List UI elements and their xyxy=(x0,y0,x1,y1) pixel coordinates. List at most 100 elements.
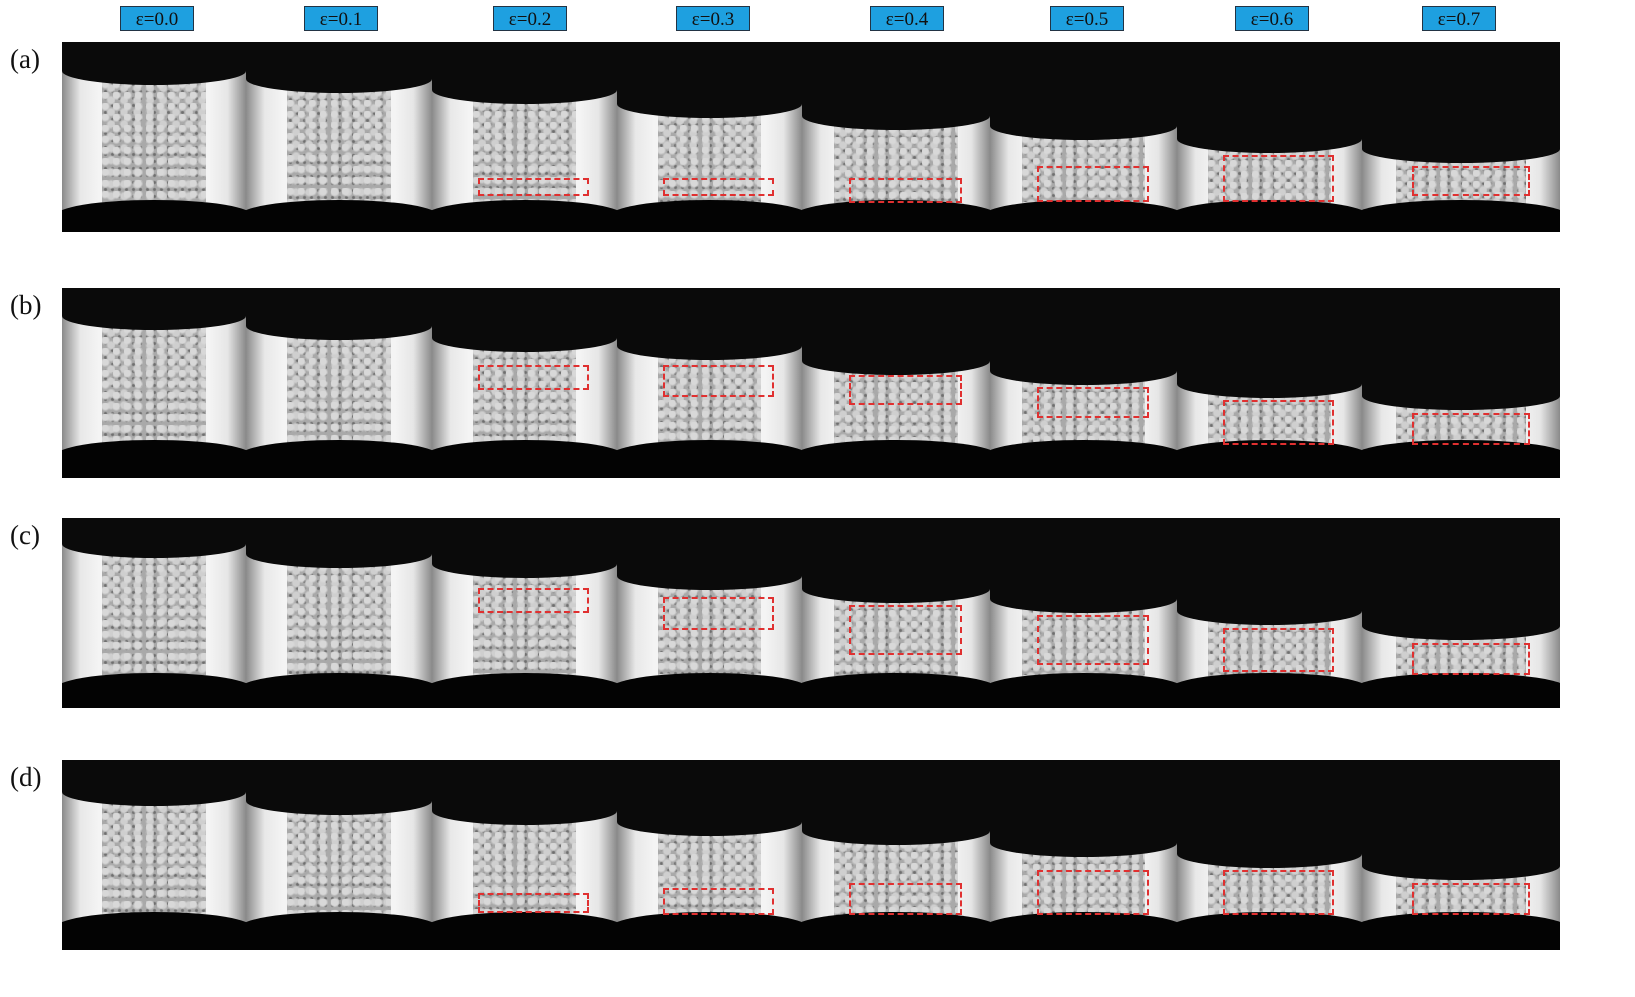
deformation-band-box xyxy=(849,883,962,915)
deformation-band-box xyxy=(1411,643,1531,675)
deformation-band-box xyxy=(1223,870,1335,915)
foam-sample xyxy=(472,574,577,679)
xray-image xyxy=(62,518,246,708)
xray-image xyxy=(246,42,432,232)
xray-image xyxy=(617,760,802,950)
upper-platen xyxy=(990,288,1177,385)
foam-sample xyxy=(1208,621,1331,679)
xray-image xyxy=(990,288,1177,478)
strain-header: ε=0.1 xyxy=(304,6,378,31)
deformation-band-box xyxy=(1411,166,1531,196)
lower-platen xyxy=(802,912,990,950)
deformation-band-box xyxy=(1036,387,1149,418)
foam-sample xyxy=(102,554,206,679)
lower-platen xyxy=(432,440,617,478)
lower-platen xyxy=(1362,912,1560,950)
deformation-band-box xyxy=(663,597,775,630)
foam-sample xyxy=(286,811,392,918)
xray-image xyxy=(990,760,1177,950)
lower-platen xyxy=(617,200,802,232)
foam-sample xyxy=(286,336,392,446)
xray-image xyxy=(802,760,990,950)
foam-sample xyxy=(102,326,206,446)
deformation-band-box xyxy=(1411,883,1531,915)
lower-platen xyxy=(990,673,1177,708)
lower-platen xyxy=(802,200,990,232)
xray-image xyxy=(1362,288,1560,478)
lower-platen xyxy=(432,673,617,708)
lower-platen xyxy=(62,673,246,708)
lower-platen xyxy=(246,673,432,708)
lower-platen xyxy=(802,440,990,478)
xray-image xyxy=(990,42,1177,232)
foam-sample xyxy=(1208,864,1331,918)
upper-platen xyxy=(432,760,617,825)
deformation-band-box xyxy=(478,588,590,613)
upper-platen xyxy=(990,42,1177,140)
upper-platen xyxy=(246,42,432,93)
lower-platen xyxy=(990,912,1177,950)
lower-platen xyxy=(617,912,802,950)
xray-image xyxy=(246,288,432,478)
upper-platen xyxy=(246,288,432,340)
foam-sample xyxy=(102,81,206,206)
lower-platen xyxy=(617,673,802,708)
lower-platen xyxy=(1177,200,1362,232)
foam-sample xyxy=(833,841,959,918)
foam-sample xyxy=(1208,394,1331,446)
strain-header: ε=0.5 xyxy=(1050,6,1124,31)
upper-platen xyxy=(617,288,802,360)
foam-sample xyxy=(833,126,959,206)
upper-platen xyxy=(432,288,617,352)
lower-platen xyxy=(1362,200,1560,232)
lower-platen xyxy=(246,200,432,232)
upper-platen xyxy=(617,518,802,590)
lower-platen xyxy=(1177,673,1362,708)
upper-platen xyxy=(1177,760,1362,868)
foam-sample xyxy=(1208,149,1331,206)
lower-platen xyxy=(990,200,1177,232)
strain-header: ε=0.4 xyxy=(870,6,944,31)
xray-image xyxy=(62,288,246,478)
upper-platen xyxy=(432,42,617,104)
xray-image xyxy=(1177,288,1362,478)
xray-image xyxy=(1177,760,1362,950)
xray-image xyxy=(1177,42,1362,232)
foam-sample xyxy=(1395,406,1527,446)
foam-sample xyxy=(657,114,762,206)
strain-header: ε=0.6 xyxy=(1235,6,1309,31)
upper-platen xyxy=(62,760,246,806)
upper-platen xyxy=(1177,42,1362,153)
lower-platen xyxy=(246,912,432,950)
upper-platen xyxy=(802,760,990,845)
deformation-band-box xyxy=(1036,870,1149,915)
upper-platen xyxy=(1362,42,1560,163)
xray-image xyxy=(246,518,432,708)
upper-platen xyxy=(617,42,802,118)
upper-platen xyxy=(990,760,1177,857)
deformation-band-box xyxy=(478,893,590,913)
lower-platen xyxy=(432,200,617,232)
deformation-band-box xyxy=(849,375,962,405)
foam-sample xyxy=(1021,853,1146,918)
upper-platen xyxy=(62,288,246,330)
xray-image xyxy=(432,42,617,232)
deformation-band-box xyxy=(478,365,590,390)
upper-platen xyxy=(1362,518,1560,640)
upper-platen xyxy=(1177,518,1362,625)
upper-platen xyxy=(990,518,1177,613)
xray-image xyxy=(1362,518,1560,708)
lower-platen xyxy=(1362,440,1560,478)
foam-sample xyxy=(1021,609,1146,679)
xray-image xyxy=(617,288,802,478)
deformation-band-box xyxy=(663,178,775,196)
strain-header: ε=0.2 xyxy=(493,6,567,31)
lower-platen xyxy=(1177,440,1362,478)
deformation-band-box xyxy=(1411,413,1531,445)
upper-platen xyxy=(246,760,432,815)
strain-header: ε=0.7 xyxy=(1422,6,1496,31)
upper-platen xyxy=(62,518,246,558)
foam-sample xyxy=(1021,136,1146,206)
deformation-band-box xyxy=(1223,628,1335,672)
lower-platen xyxy=(1177,912,1362,950)
